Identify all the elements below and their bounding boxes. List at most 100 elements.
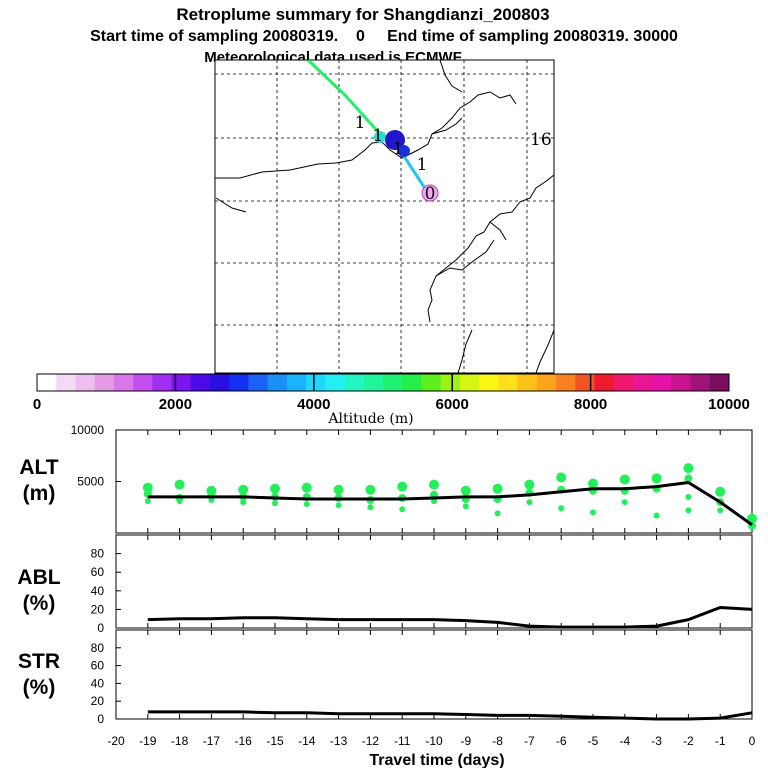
- x-tick-label: -15: [266, 734, 284, 748]
- alt-cluster-point: [270, 483, 280, 494]
- alt-cluster-point: [174, 479, 185, 490]
- sampling-time-line: Start time of sampling 20080319. 0 End t…: [90, 28, 678, 45]
- alt-cluster-point: [651, 473, 662, 484]
- alt-cluster-point: [272, 500, 278, 507]
- alt-cluster-point: [526, 499, 533, 506]
- alt-cluster-point: [240, 499, 247, 506]
- colorbar-tick-label: 6000: [436, 396, 469, 413]
- abl-ytick-label: 80: [91, 547, 105, 561]
- alt-cluster-point: [335, 502, 342, 509]
- alt-cluster-point: [588, 478, 598, 489]
- alt-cluster-point: [460, 485, 471, 496]
- str-ytick-label: 0: [97, 712, 104, 726]
- x-tick-label: -12: [362, 734, 380, 748]
- colorbar-swatch: [306, 374, 326, 391]
- x-tick-label: -9: [460, 734, 471, 748]
- abl-ytick-label: 60: [91, 565, 105, 579]
- alt-cluster-point: [653, 512, 660, 519]
- alt-cluster-point: [301, 482, 312, 493]
- alt-cluster-point: [715, 486, 726, 497]
- colorbar-swatch: [556, 374, 576, 391]
- colorbar-swatch: [133, 374, 153, 391]
- colorbar-swatch: [709, 374, 730, 391]
- alt-mean-line: [147, 481, 753, 527]
- alt-cluster-point: [492, 483, 503, 494]
- colorbar-swatch: [229, 374, 249, 391]
- colorbar-label: Altitude (m): [327, 411, 413, 427]
- x-axis-title: Travel time (days): [369, 752, 504, 768]
- cluster-marker: [398, 145, 410, 157]
- str-frame: [115, 629, 753, 720]
- colorbar-swatch: [152, 374, 173, 391]
- alt-cluster-point: [176, 498, 183, 505]
- str-panel-label: STR: [18, 650, 60, 673]
- alt-cluster-point: [431, 498, 437, 505]
- alt-cluster-point: [238, 484, 249, 495]
- x-tick-label: -8: [492, 734, 503, 748]
- alt-cluster-point: [208, 497, 215, 504]
- cluster-marker: [374, 131, 386, 143]
- trajectory-map: 1 1 1 1 0 16: [214, 59, 555, 374]
- x-tick-label: -5: [588, 734, 599, 748]
- colorbar-swatch: [690, 374, 711, 391]
- map-frame: [214, 59, 555, 374]
- colorbar-swatch: [517, 374, 538, 391]
- colorbar-swatch: [113, 374, 134, 391]
- alt-cluster-point: [429, 479, 439, 490]
- colorbar-swatch: [459, 374, 480, 391]
- abl-panel-unit: (%): [23, 592, 56, 615]
- colorbar-swatch: [344, 374, 365, 391]
- colorbar-swatch: [594, 374, 615, 391]
- colorbar-swatch: [383, 374, 403, 391]
- colorbar-swatch: [56, 374, 76, 391]
- map-label: 0: [425, 184, 436, 204]
- alt-cluster-point: [303, 501, 310, 508]
- map-label: 1: [417, 155, 428, 175]
- map-label: 1: [393, 139, 404, 159]
- alt-cluster-point: [590, 509, 596, 516]
- x-tick-label: -13: [330, 734, 348, 748]
- alt-cluster-point: [685, 493, 692, 500]
- alt-cluster-point: [462, 503, 469, 510]
- map-label: 1: [373, 126, 384, 146]
- alt-cluster-point: [619, 474, 630, 485]
- alt-cluster-point: [683, 463, 694, 474]
- x-tick-label: -17: [203, 734, 221, 748]
- abl-frame: [115, 534, 753, 629]
- alt-cluster-point: [142, 482, 153, 493]
- alt-cluster-point: [333, 484, 344, 495]
- alt-panel-label: ALT: [19, 456, 58, 479]
- colorbar-swatch: [613, 374, 634, 391]
- abl-ytick-label: 0: [97, 621, 104, 635]
- colorbar-tick-label: 4000: [297, 396, 330, 413]
- colorbar-tick-labels: 0 2000 4000 6000 8000 10000: [33, 396, 750, 413]
- colorbar-swatch: [248, 374, 269, 391]
- map-label: 1: [355, 113, 366, 133]
- alt-cluster-point: [367, 504, 374, 511]
- alt-ytick-label: 5000: [77, 475, 104, 489]
- alt-panel: 5000 10000: [71, 423, 757, 534]
- colorbar-swatch: [210, 374, 230, 391]
- colorbar-swatch: [267, 374, 288, 391]
- x-tick-label: -10: [425, 734, 443, 748]
- map-label: 16: [530, 130, 552, 150]
- x-tick-label: -14: [298, 734, 316, 748]
- colorbar-swatch: [363, 374, 384, 391]
- x-tick-label: -16: [235, 734, 253, 748]
- colorbar-swatch: [421, 374, 442, 391]
- x-tick-label: -7: [524, 734, 535, 748]
- alt-cluster-point: [397, 481, 408, 492]
- colorbar-frame: [36, 373, 730, 392]
- alt-cluster-point: [621, 499, 628, 506]
- alt-cluster-point: [494, 510, 501, 517]
- x-tick-label: -2: [683, 734, 694, 748]
- colorbar-tick-label: 0: [33, 396, 41, 413]
- receptor-marker: [421, 184, 439, 202]
- str-line: [147, 710, 753, 721]
- x-tick-label: -4: [619, 734, 630, 748]
- x-tick-label: -20: [107, 734, 125, 748]
- colorbar-swatch: [325, 374, 346, 391]
- colorbar-swatch: [632, 374, 653, 391]
- x-tick-label: 0: [749, 734, 756, 748]
